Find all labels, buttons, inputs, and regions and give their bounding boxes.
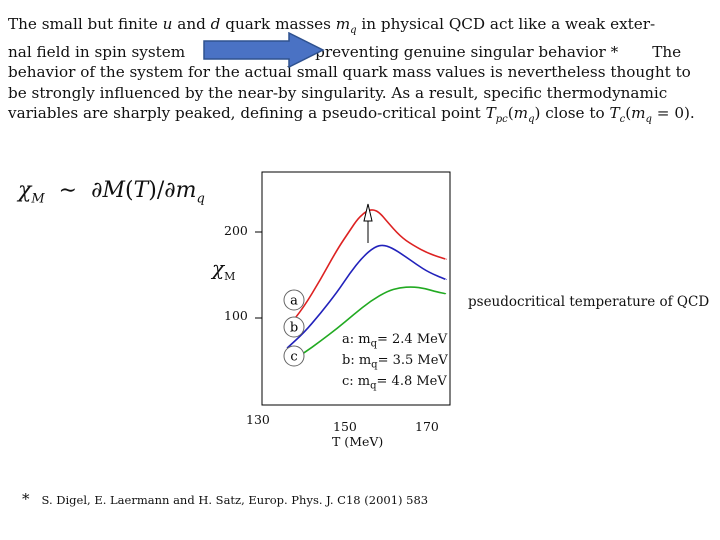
curve-marker-a: a xyxy=(283,289,305,311)
x-axis-label: T (MeV) xyxy=(332,434,384,449)
footnote: * S. Digel, E. Laermann and H. Satz, Euro… xyxy=(22,490,428,508)
y-tick-100: 100 xyxy=(224,308,248,323)
x-tick-150: 150 xyxy=(333,419,357,434)
x-tick-170: 170 xyxy=(415,419,439,434)
paragraph-line-3: behavior of the system for the actual sm… xyxy=(8,63,691,82)
legend-a: a: mq= 2.4 MeV xyxy=(342,332,448,350)
curve-marker-c: c xyxy=(283,345,305,367)
susceptibility-formula: χM ∼ ∂M(T)/∂mq xyxy=(18,178,205,207)
legend-c: c: mq= 4.8 MeV xyxy=(342,374,447,392)
y-axis-label: χM xyxy=(212,256,236,283)
paragraph-line-4: be strongly influenced by the near-by si… xyxy=(8,83,668,102)
x-tick-130: 130 xyxy=(246,412,270,427)
curve-marker-label-c: c xyxy=(290,350,297,365)
curve-marker-label-b: b xyxy=(290,321,298,336)
intro-paragraph: The small but finite u and d quark masse… xyxy=(8,14,712,131)
footnote-star-marker: * xyxy=(610,42,619,61)
curve-marker-b: b xyxy=(283,316,305,338)
footnote-star: * xyxy=(22,490,30,508)
pseudocritical-annotation: pseudocritical temperature of QCD xyxy=(468,294,710,310)
paragraph-line-1: The small but finite u and d quark masse… xyxy=(8,15,656,37)
plot-frame xyxy=(261,171,451,406)
series-line-b xyxy=(286,244,447,349)
legend-b: b: mq= 3.5 MeV xyxy=(342,353,448,371)
series-line-c xyxy=(286,286,447,364)
peak-arrow-icon xyxy=(363,203,373,243)
series-line-a xyxy=(286,209,447,329)
paragraph-line-5: variables are sharply peaked, defining a… xyxy=(8,104,695,126)
y-tick-200: 200 xyxy=(224,223,248,238)
paragraph-line-2: nal field in spin system preventing genui… xyxy=(8,42,682,61)
blue-arrow-icon xyxy=(203,32,325,68)
curve-marker-label-a: a xyxy=(290,294,298,309)
footnote-citation: S. Digel, E. Laermann and H. Satz, Europ… xyxy=(41,493,429,507)
